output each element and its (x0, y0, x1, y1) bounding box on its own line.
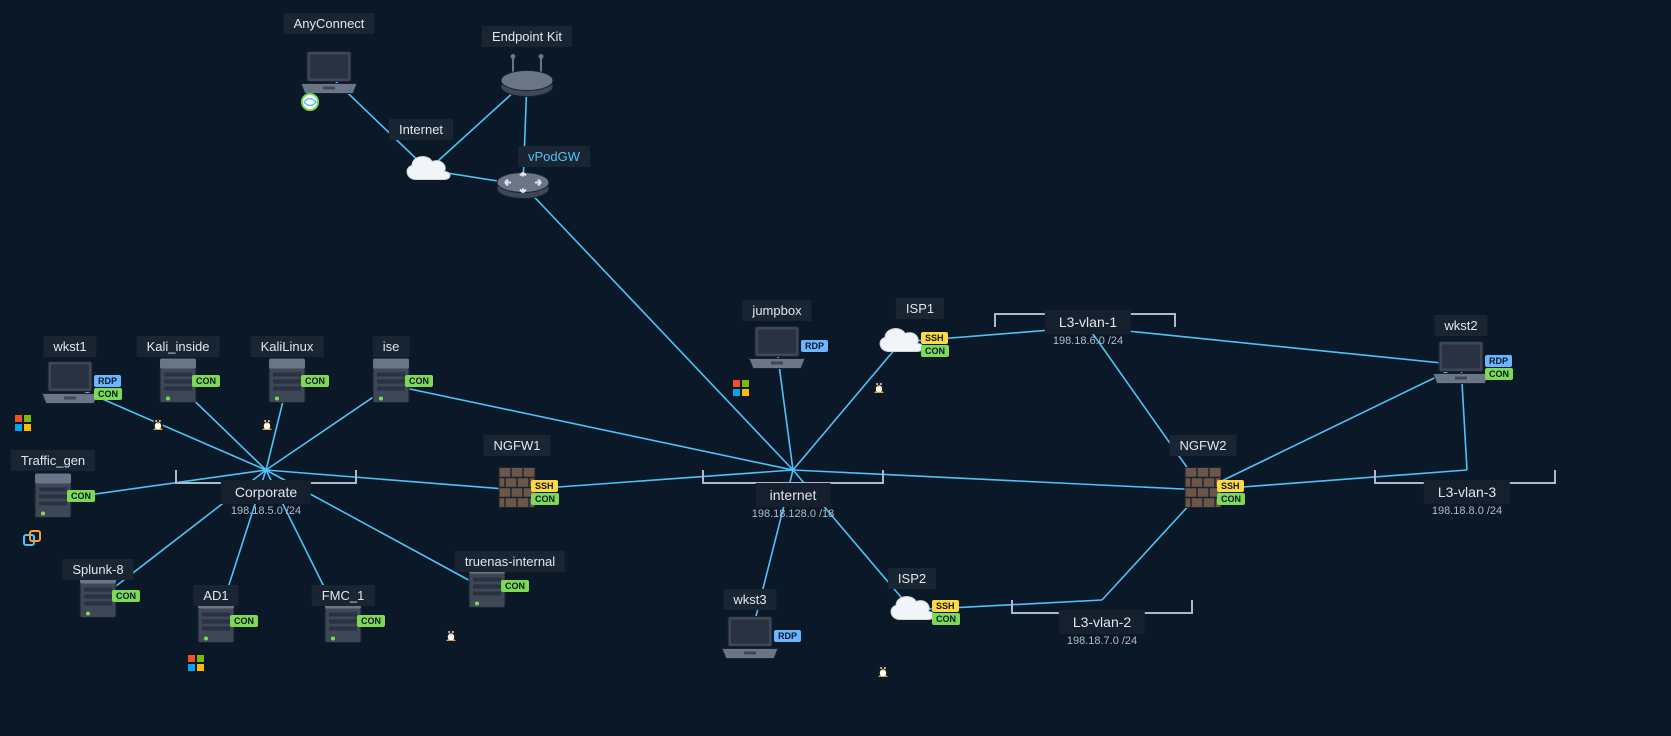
badge-con-ngfw2: CON (1217, 493, 1245, 505)
badge-con-wkst2: CON (1485, 368, 1513, 380)
badge-ssh-ngfw2: SSH (1217, 480, 1244, 492)
badge-rdp-jumpbox: RDP (801, 340, 828, 352)
linux-os-icon-truenas (443, 626, 459, 642)
badge-con-kalilinux: CON (301, 375, 329, 387)
network-subnet-corporate: 198.18.5.0 /24 (231, 505, 301, 517)
badge-con-isp1: CON (921, 345, 949, 357)
linux-os-icon-isp1 (871, 378, 887, 394)
anyconnect-os-icon-anyconnect (301, 93, 317, 109)
linux-os-icon-kali_inside (150, 415, 166, 431)
network-label-l3vlan3[interactable]: L3-vlan-3 (1424, 480, 1510, 504)
badge-con-fmc1: CON (357, 615, 385, 627)
badge-rdp-wkst2: RDP (1485, 355, 1512, 367)
router_ap-icon-endpointkit[interactable] (497, 53, 557, 108)
network-label-l3vlan2[interactable]: L3-vlan-2 (1059, 610, 1145, 634)
router-icon-vpodgw[interactable] (493, 165, 553, 206)
node-label-isp2[interactable]: ISP2 (888, 568, 936, 589)
badge-con-truenas: CON (501, 580, 529, 592)
network-label-corporate[interactable]: Corporate (221, 480, 311, 504)
node-label-splunk8[interactable]: Splunk-8 (62, 559, 133, 580)
network-subnet-l3vlan3: 198.18.8.0 /24 (1432, 505, 1502, 517)
network-subnet-internet: 198.18.128.0 /18 (752, 508, 835, 520)
badge-con-isp2: CON (932, 613, 960, 625)
node-label-ise[interactable]: ise (373, 336, 410, 357)
node-label-isp1[interactable]: ISP1 (896, 298, 944, 319)
badge-con-wkst1: CON (94, 388, 122, 400)
node-label-ngfw2[interactable]: NGFW2 (1170, 435, 1237, 456)
badge-con-kali_inside: CON (192, 375, 220, 387)
node-label-kali_inside[interactable]: Kali_inside (137, 336, 220, 357)
windows-os-icon-ad1 (188, 655, 204, 671)
network-label-internet[interactable]: internet (756, 483, 831, 507)
badge-ssh-ngfw1: SSH (531, 480, 558, 492)
node-label-fmc1[interactable]: FMC_1 (312, 585, 375, 606)
network-label-l3vlan1[interactable]: L3-vlan-1 (1045, 310, 1131, 334)
vmware-os-icon-traffic_gen (23, 530, 39, 546)
node-label-internet_lbl[interactable]: Internet (389, 119, 453, 140)
node-label-ngfw1[interactable]: NGFW1 (484, 435, 551, 456)
badge-con-ad1: CON (230, 615, 258, 627)
badge-con-ngfw1: CON (531, 493, 559, 505)
badge-rdp-wkst1: RDP (94, 375, 121, 387)
badge-ssh-isp2: SSH (932, 600, 959, 612)
windows-os-icon-wkst1 (15, 415, 31, 431)
windows-os-icon-jumpbox (733, 380, 749, 396)
node-label-kalilinux[interactable]: KaliLinux (251, 336, 324, 357)
badge-con-traffic_gen: CON (67, 490, 95, 502)
node-label-jumpbox[interactable]: jumpbox (742, 300, 811, 321)
laptop-icon-wkst1[interactable] (38, 358, 102, 413)
laptop-icon-wkst2[interactable] (1429, 338, 1493, 393)
network-subnet-l3vlan1: 198.18.6.0 /24 (1053, 335, 1123, 347)
node-label-wkst3[interactable]: wkst3 (723, 589, 776, 610)
node-label-anyconnect[interactable]: AnyConnect (284, 13, 375, 34)
node-label-traffic_gen[interactable]: Traffic_gen (11, 450, 95, 471)
node-label-ad1[interactable]: AD1 (193, 585, 238, 606)
node-label-wkst1[interactable]: wkst1 (43, 336, 96, 357)
network-subnet-l3vlan2: 198.18.7.0 /24 (1067, 635, 1137, 647)
network-bracket-internet (702, 470, 884, 484)
node-label-endpointkit[interactable]: Endpoint Kit (482, 26, 572, 47)
badge-rdp-wkst3: RDP (774, 630, 801, 642)
linux-os-icon-wkst3 (875, 662, 891, 678)
badge-con-splunk8: CON (112, 590, 140, 602)
node-label-truenas[interactable]: truenas-internal (455, 551, 565, 572)
linux-os-icon-kalilinux (259, 415, 275, 431)
cloud-icon-internet_lbl[interactable] (398, 148, 458, 193)
node-label-wkst2[interactable]: wkst2 (1434, 315, 1487, 336)
badge-con-ise: CON (405, 375, 433, 387)
laptop-icon-jumpbox[interactable] (745, 323, 809, 378)
laptop-icon-wkst3[interactable] (718, 613, 782, 668)
node-label-vpodgw[interactable]: vPodGW (518, 146, 590, 167)
badge-ssh-isp1: SSH (921, 332, 948, 344)
